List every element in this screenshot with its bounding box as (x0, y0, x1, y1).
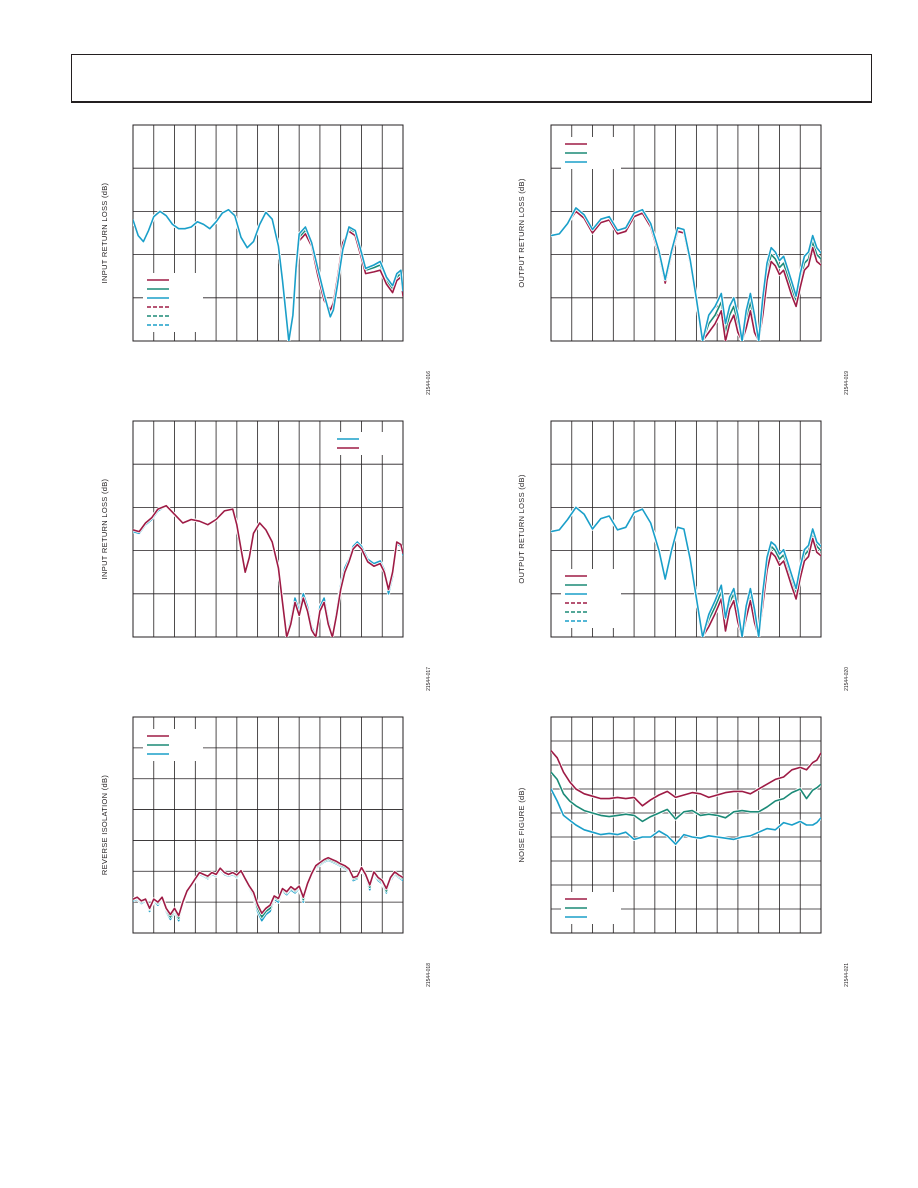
series-line-crimson (133, 504, 403, 637)
chart-output-return-loss-1: OUTPUT RETURN LOSS (dB) 21544-019 (517, 124, 850, 395)
plot-frame (132, 716, 404, 934)
series-line-crimson (551, 749, 821, 807)
y-axis-label: NOISE FIGURE (dB) (517, 787, 526, 862)
series-line-cyan (133, 208, 403, 341)
series-group (551, 206, 821, 341)
series-line-teal (551, 771, 821, 823)
figure-number: 21544-017 (426, 667, 432, 691)
figure-number: 21544-021 (844, 963, 850, 987)
series-line-cyan (551, 788, 821, 845)
series-line-cyan (133, 504, 403, 637)
y-axis-label: OUTPUT RETURN LOSS (dB) (517, 474, 526, 583)
series-line-cyan (551, 506, 821, 637)
chart-input-return-loss-2: INPUT RETURN LOSS (dB) 21544-017 (100, 420, 432, 691)
series-group (133, 504, 403, 637)
figure-number: 21544-018 (426, 963, 432, 987)
chart-output-return-loss-2: OUTPUT RETURN LOSS (dB) 21544-020 (517, 420, 850, 691)
legend (561, 137, 621, 169)
chart-noise-figure: NOISE FIGURE (dB) 21544-021 (517, 716, 850, 987)
series-group (551, 749, 821, 846)
chart-input-return-loss-1: INPUT RETURN LOSS (dB) 21544-016 (100, 124, 432, 395)
legend (561, 569, 621, 628)
series-halo-cyan (133, 504, 403, 637)
figure-number: 21544-020 (844, 667, 850, 691)
legend (143, 729, 203, 761)
series-line-cyan (551, 207, 821, 341)
series-line-crimson (551, 210, 821, 341)
series-group (133, 208, 403, 341)
series-group (133, 856, 403, 923)
plot-frame (132, 124, 404, 342)
plot-frame (132, 420, 404, 638)
legend-box (143, 273, 203, 332)
y-axis-label: OUTPUT RETURN LOSS (dB) (517, 178, 526, 287)
series-group (551, 505, 821, 637)
figure-number: 21544-016 (426, 371, 432, 395)
page-header-box (71, 54, 872, 103)
legend (333, 432, 393, 455)
plot-frame (550, 716, 822, 934)
legend (143, 273, 203, 332)
series-halo-crimson (133, 504, 403, 637)
y-axis-label: INPUT RETURN LOSS (dB) (100, 478, 109, 579)
legend-box (561, 569, 621, 628)
legend-box (333, 432, 393, 455)
series-line-crimson (133, 856, 403, 917)
y-axis-label: REVERSE ISOLATION (dB) (100, 775, 109, 875)
figure-number: 21544-019 (844, 371, 850, 395)
chart-reverse-isolation: REVERSE ISOLATION (dB) 21544-018 (100, 716, 432, 987)
legend (561, 892, 621, 924)
y-axis-label: INPUT RETURN LOSS (dB) (100, 182, 109, 283)
plot-frame (550, 124, 822, 342)
plot-frame (550, 420, 822, 638)
